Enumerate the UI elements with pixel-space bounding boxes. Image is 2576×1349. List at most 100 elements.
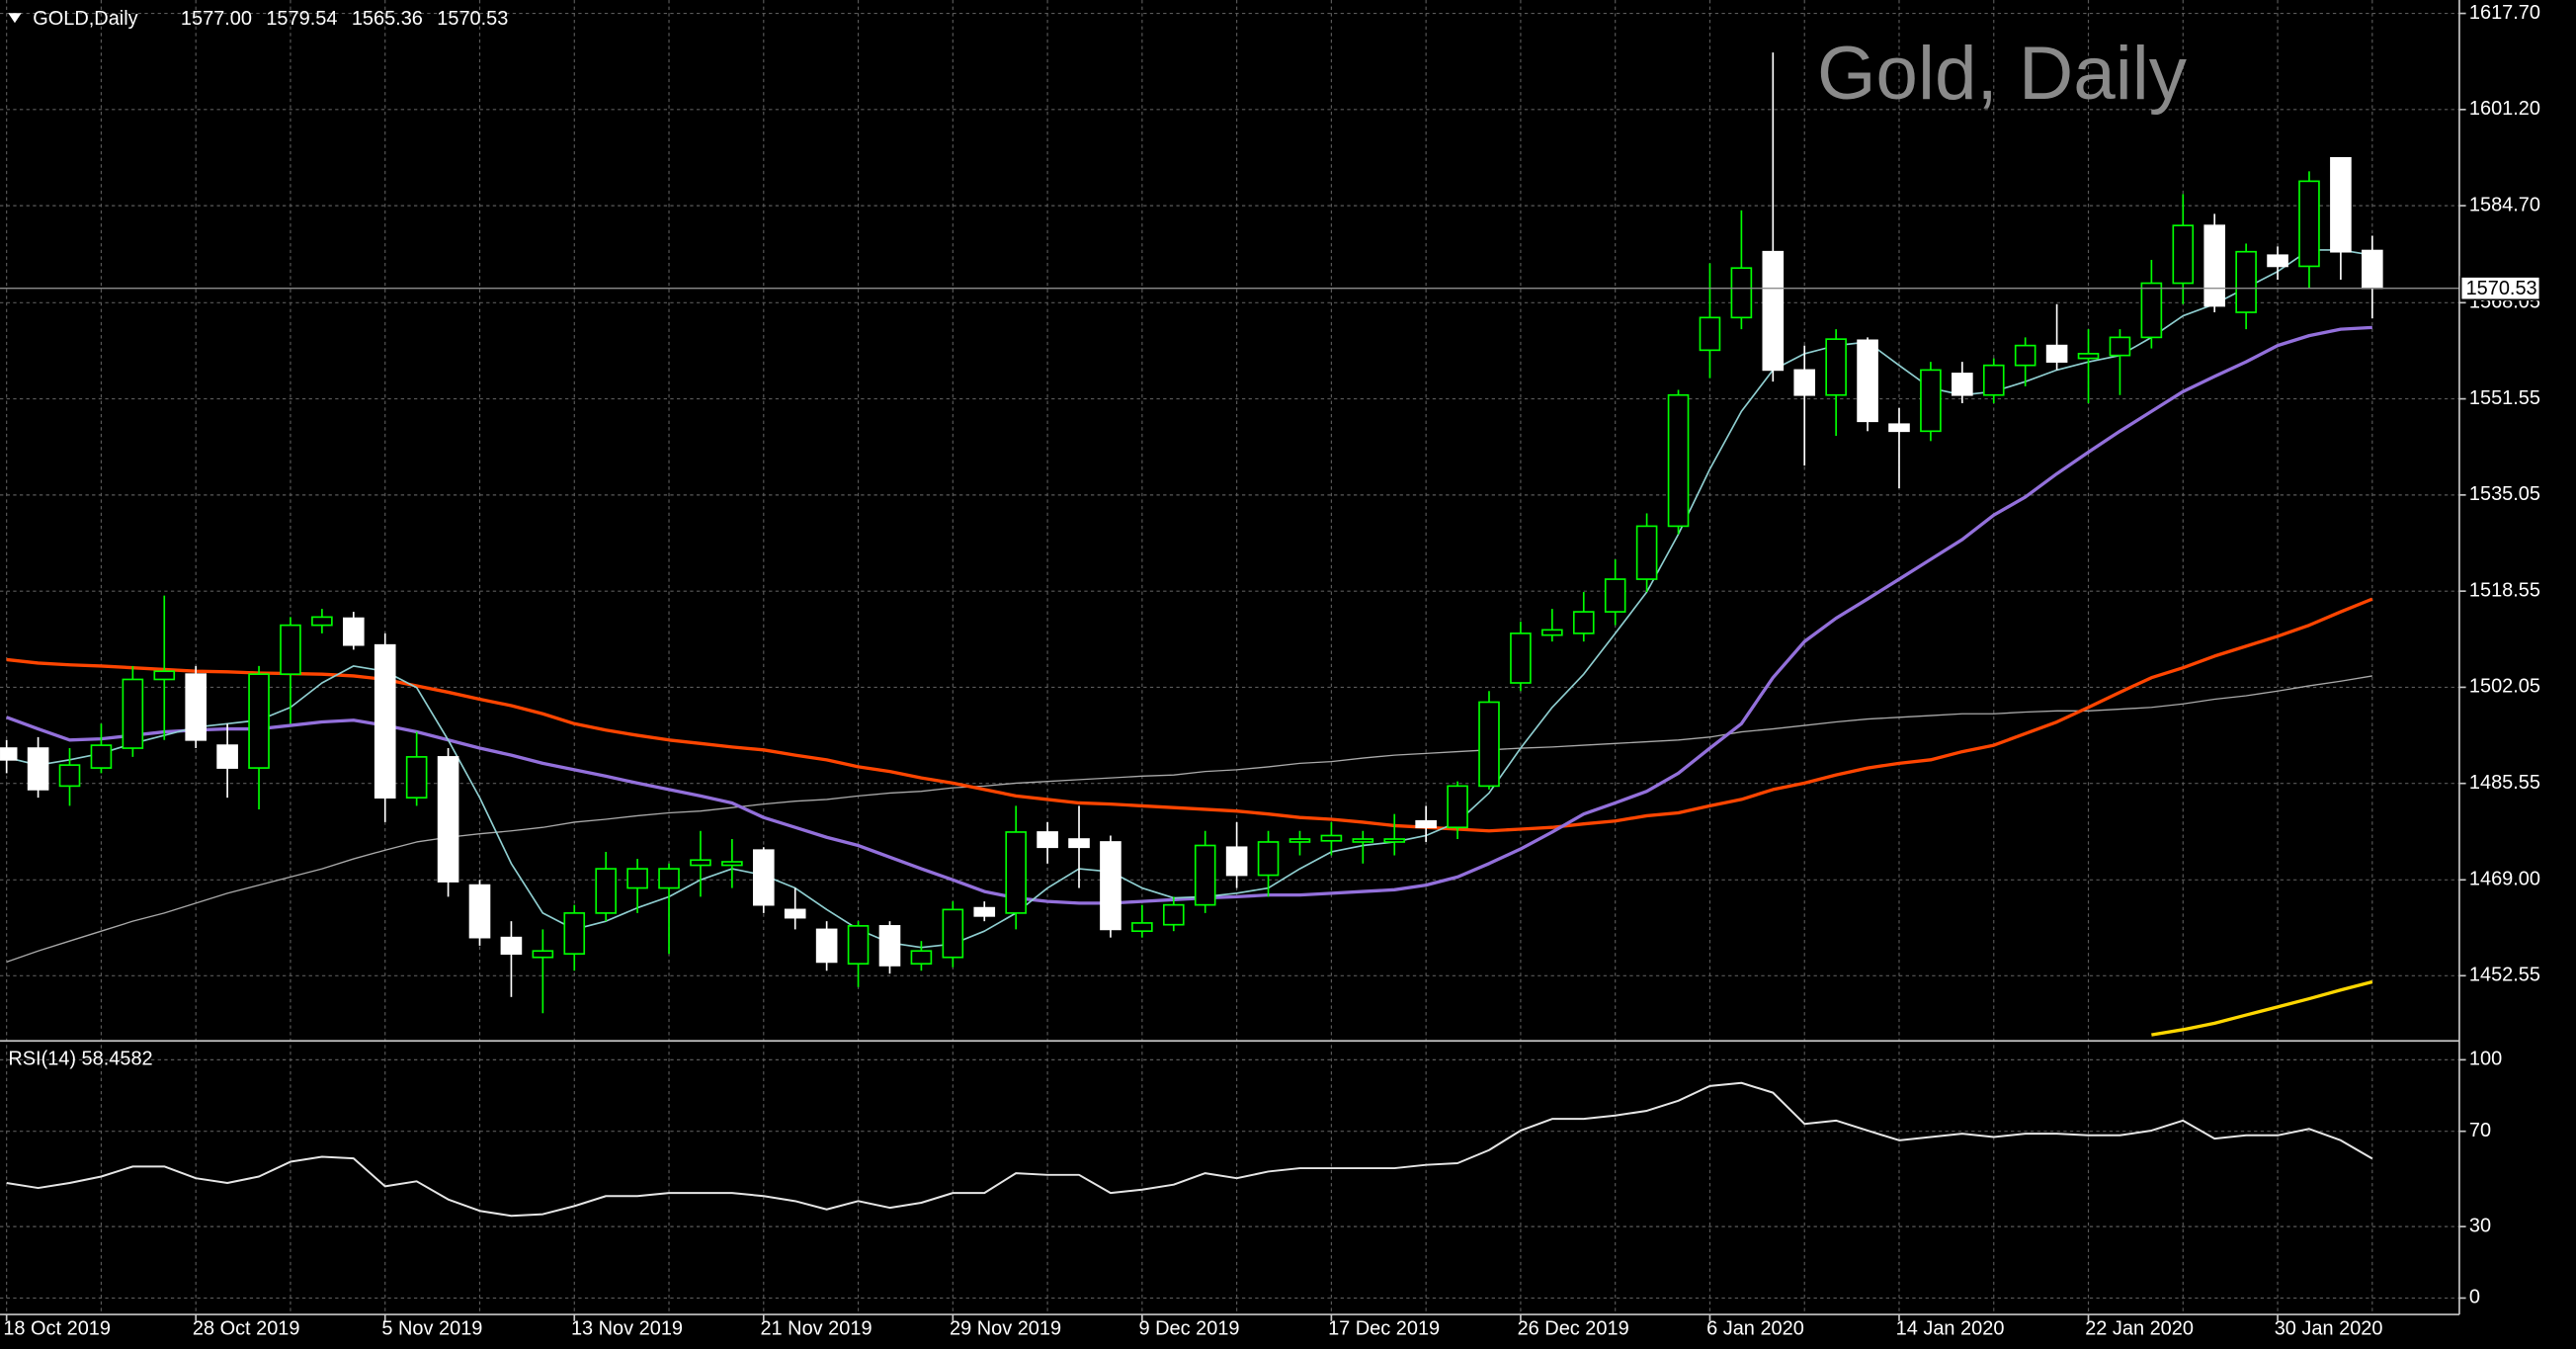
y-tick-label: 70 <box>2469 1120 2491 1141</box>
candle-body <box>1162 903 1185 926</box>
y-tick-label: 1469.00 <box>2469 869 2540 890</box>
candle-body <box>2140 282 2163 339</box>
candle-body <box>2235 250 2257 313</box>
candle-body <box>437 756 459 883</box>
grid-layer <box>0 0 2459 1315</box>
candle-body <box>1510 632 1532 684</box>
candle-body <box>1888 423 1910 433</box>
x-tick-label: 13 Nov 2019 <box>571 1317 683 1339</box>
x-tick-label: 28 Oct 2019 <box>193 1317 300 1339</box>
y-tick-label: 1535.05 <box>2469 483 2540 505</box>
candle-body <box>721 861 743 867</box>
y-tick-label: 100 <box>2469 1049 2502 1070</box>
candle-body <box>2014 344 2036 367</box>
candle-body <box>1825 338 1847 396</box>
candle-body <box>1478 701 1500 788</box>
mark-layer <box>0 52 2459 1218</box>
x-tick-label: 18 Oct 2019 <box>3 1317 111 1339</box>
x-tick-label: 30 Jan 2020 <box>2275 1317 2383 1339</box>
candle-body <box>1352 838 1374 843</box>
x-tick-label: 26 Dec 2019 <box>1518 1317 1629 1339</box>
candle-body <box>784 908 806 919</box>
candle-body <box>1793 369 1816 396</box>
candle-body <box>1383 838 1406 843</box>
candle-body <box>185 673 208 741</box>
candle-body <box>752 849 775 906</box>
candle-body <box>343 617 365 646</box>
candle-body <box>90 744 113 769</box>
x-tick-label: 14 Jan 2020 <box>1896 1317 2005 1339</box>
header-close: 1570.53 <box>437 8 508 30</box>
y-tick-label: 30 <box>2469 1215 2491 1236</box>
candle-body <box>1100 841 1122 931</box>
y-tick-label: 1502.05 <box>2469 676 2540 698</box>
y-tick-label: 1518.55 <box>2469 579 2540 601</box>
candle-body <box>1257 841 1280 877</box>
candle-body <box>1037 831 1058 849</box>
x-tick-label: 29 Nov 2019 <box>950 1317 1061 1339</box>
candle-body <box>2172 224 2195 285</box>
header-high: 1579.54 <box>266 8 337 30</box>
moving-average <box>6 675 2372 964</box>
candle-body <box>532 950 554 959</box>
candle-body <box>2267 254 2288 268</box>
candle-body <box>973 906 996 917</box>
candle-body <box>311 616 333 627</box>
y-tick-label: 1617.70 <box>2469 2 2540 24</box>
candle-body <box>1635 525 1658 580</box>
candle-body <box>248 673 270 769</box>
x-tick-label: 17 Dec 2019 <box>1328 1317 1440 1339</box>
x-tick-label: 9 Dec 2019 <box>1139 1317 1240 1339</box>
candle-body <box>1920 369 1942 433</box>
candle-body <box>2362 249 2383 290</box>
candle-body <box>1952 373 1973 396</box>
candle-body <box>1667 393 1690 528</box>
candle-body <box>1604 578 1626 613</box>
candle-body <box>0 747 18 761</box>
moving-average <box>6 597 2373 833</box>
y-tick-label: 1601.20 <box>2469 98 2540 120</box>
moving-average <box>2151 979 2373 1037</box>
candle-body <box>1194 844 1216 906</box>
y-tick-label: 1485.55 <box>2469 772 2540 794</box>
candle-body <box>847 925 870 966</box>
y-tick-label: 1452.55 <box>2469 965 2540 986</box>
y-tick-label: 0 <box>2469 1287 2480 1308</box>
candle-body <box>27 747 49 791</box>
last-price-box <box>2459 276 2541 301</box>
candle-body <box>58 764 81 788</box>
candle-body <box>1131 922 1153 933</box>
candle-body <box>815 928 838 964</box>
watermark: Gold, Daily <box>1817 32 2188 116</box>
candle-body <box>1541 629 1563 636</box>
last-price-label: 1570.53 <box>2466 278 2537 299</box>
candle-body <box>690 859 711 867</box>
candle-body <box>122 678 144 749</box>
candle-body <box>1005 831 1027 914</box>
candle-body <box>1572 611 1595 634</box>
y-tick-label: 1551.55 <box>2469 387 2540 409</box>
candle-body <box>153 670 176 681</box>
candle-body <box>374 643 396 799</box>
candle-body <box>878 925 901 967</box>
candle-body <box>2045 344 2068 363</box>
candle-body <box>563 912 586 956</box>
panel-marks <box>0 52 2459 1037</box>
moving-average <box>6 249 2372 949</box>
candle-body <box>1288 838 1311 843</box>
candle-body <box>1730 267 1753 319</box>
candle-body <box>280 624 301 675</box>
moving-average <box>6 325 2372 905</box>
candle-body <box>626 868 648 889</box>
candle-body <box>910 950 933 966</box>
menu-triangle <box>8 13 22 24</box>
candle-body <box>468 884 491 939</box>
label-layer: GOLD,Daily 1577.00 1579.54 1565.36 1570.… <box>3 2 2541 1339</box>
header-open: 1577.00 <box>181 8 252 30</box>
candle-body <box>595 868 617 914</box>
candle-body <box>942 908 964 959</box>
candle-body <box>216 744 238 769</box>
candle-body <box>405 756 428 799</box>
